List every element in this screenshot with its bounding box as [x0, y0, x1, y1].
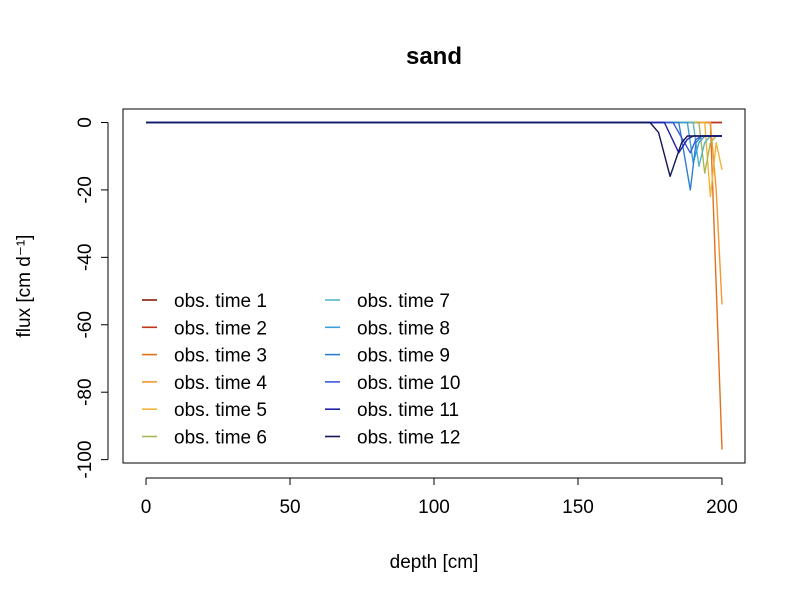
legend-label: obs. time 8: [357, 318, 450, 339]
legend-label: obs. time 10: [357, 373, 461, 394]
legend-item-8: obs. time 8: [325, 318, 450, 339]
x-tick-label: 100: [418, 497, 450, 518]
legend-item-5: obs. time 5: [142, 400, 267, 421]
y-tick-label: -100: [75, 441, 96, 479]
legend-item-7: obs. time 7: [325, 291, 450, 312]
x-tick-label: 200: [706, 497, 738, 518]
x-axis-label: depth [cm]: [390, 552, 479, 573]
legend: obs. time 1 obs. time 2 obs. time 3 obs. ti…: [142, 291, 461, 449]
y-tick-label: -40: [75, 244, 96, 271]
x-tick-label: 0: [141, 497, 152, 518]
y-tick-label: -80: [75, 378, 96, 405]
legend-label: obs. time 4: [174, 373, 267, 394]
y-tick-label: 0: [75, 117, 96, 128]
legend-label: obs. time 5: [174, 400, 267, 421]
legend-item-6: obs. time 6: [142, 428, 267, 449]
chart-title: sand: [406, 43, 462, 70]
series-line-7: [146, 121, 722, 168]
x-tick-label: 50: [279, 497, 300, 518]
x-axis: 0 50 100 150 200: [141, 477, 738, 518]
series-line-4: [146, 121, 723, 305]
legend-label: obs. time 9: [357, 346, 450, 367]
legend-item-12: obs. time 12: [325, 428, 461, 449]
legend-item-11: obs. time 11: [325, 400, 459, 421]
series-line-6: [146, 121, 722, 174]
legend-item-2: obs. time 2: [142, 318, 267, 339]
series-line-11: [146, 121, 722, 154]
legend-item-10: obs. time 10: [325, 373, 461, 394]
series-line-9: [146, 121, 722, 191]
legend-label: obs. time 12: [357, 428, 461, 449]
y-axis-label: flux [cm d⁻¹]: [14, 235, 35, 338]
legend-label: obs. time 11: [357, 400, 459, 421]
legend-label: obs. time 7: [357, 291, 450, 312]
legend-item-3: obs. time 3: [142, 346, 267, 367]
series-layer: [146, 121, 723, 450]
legend-item-9: obs. time 9: [325, 346, 450, 367]
series-line-10: [146, 121, 722, 154]
series-line-8: [146, 121, 722, 164]
plot-box: [122, 108, 746, 464]
series-line-5: [146, 121, 723, 198]
legend-item-1: obs. time 1: [142, 291, 267, 312]
y-axis: 0 -20 -40 -60 -80 -100: [75, 117, 109, 479]
legend-label: obs. time 6: [174, 428, 267, 449]
legend-label: obs. time 1: [174, 291, 267, 312]
y-tick-label: -60: [75, 311, 96, 338]
legend-label: obs. time 2: [174, 318, 267, 339]
legend-item-4: obs. time 4: [142, 373, 267, 394]
x-tick-label: 150: [562, 497, 594, 518]
y-tick-label: -20: [75, 176, 96, 203]
series-line-12: [146, 121, 722, 178]
legend-label: obs. time 3: [174, 346, 267, 367]
